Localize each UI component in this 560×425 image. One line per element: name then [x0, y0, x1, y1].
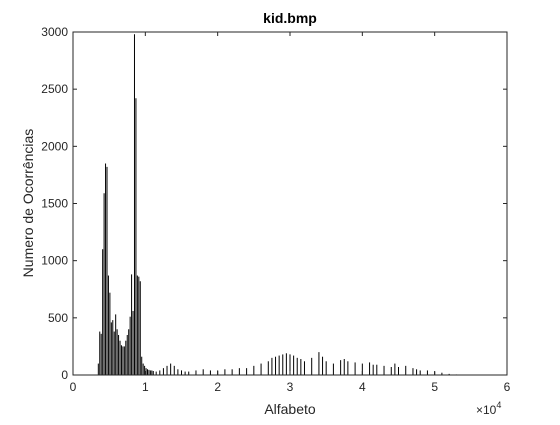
x-axis-exponent-base: ×10 — [476, 403, 497, 417]
x-tick-label: 1 — [142, 380, 149, 394]
plot-area-background — [73, 32, 507, 375]
ticks-layer: 0 1 2 3 4 5 6 0 500 1000 1500 2000 2500 3000 — [41, 25, 510, 394]
y-tick-label: 1500 — [41, 197, 68, 211]
y-tick-label: 500 — [48, 311, 68, 325]
y-axis-label: Numero de Ocorrências — [20, 129, 36, 278]
x-axis-label: Alfabeto — [264, 401, 316, 417]
y-tick-label: 1000 — [41, 254, 68, 268]
y-tick-label: 0 — [61, 368, 68, 382]
x-tick-label: 5 — [431, 380, 438, 394]
x-tick-label: 4 — [359, 380, 366, 394]
chart-title: kid.bmp — [263, 10, 317, 26]
x-tick-label: 6 — [504, 380, 511, 394]
x-axis-exponent-power: 4 — [496, 400, 501, 410]
bars-layer — [97, 34, 457, 375]
x-tick-label: 2 — [214, 380, 221, 394]
y-tick-label: 2000 — [41, 139, 68, 153]
y-tick-label: 2500 — [41, 82, 68, 96]
x-tick-label: 3 — [287, 380, 294, 394]
y-tick-label: 3000 — [41, 25, 68, 39]
x-tick-label: 0 — [70, 380, 77, 394]
x-axis-exponent: ×104 — [476, 400, 501, 417]
